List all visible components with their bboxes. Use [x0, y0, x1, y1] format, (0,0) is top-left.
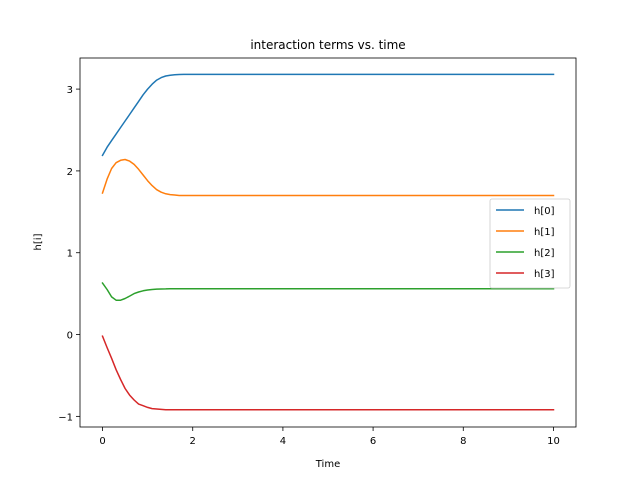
x-tick-label: 0 [99, 436, 105, 447]
legend-entry-label: h[2] [534, 248, 555, 259]
x-tick-label: 10 [547, 436, 560, 447]
y-tick-label: 0 [67, 331, 73, 342]
x-tick-label: 8 [460, 436, 466, 447]
y-tick-label: 1 [67, 249, 73, 260]
series-line-1 [101, 158, 555, 197]
legend-entry-label: h[3] [534, 269, 555, 280]
y-tick-label: 3 [67, 85, 73, 96]
legend-entry-label: h[0] [534, 206, 555, 217]
chart-title: interaction terms vs. time [250, 38, 405, 52]
series-line-3 [101, 335, 555, 411]
y-tick-label: 2 [67, 167, 73, 178]
y-tick-label: −1 [58, 412, 73, 423]
axes-frame [79, 57, 577, 428]
series-line-2 [101, 281, 555, 301]
y-axis-label: h[i] [33, 233, 44, 250]
x-tick-label: 2 [190, 436, 196, 447]
x-tick-label: 6 [370, 436, 376, 447]
legend-entry-label: h[1] [534, 227, 555, 238]
x-tick-label: 4 [280, 436, 286, 447]
series-line-0 [101, 73, 555, 157]
x-axis-label: Time [315, 459, 340, 470]
plot-area: 0 2 4 6 8 10 −1 0 1 2 3 [58, 57, 577, 447]
legend-box [489, 198, 571, 289]
legend: h[0] h[1] h[2] h[3] [489, 198, 571, 289]
